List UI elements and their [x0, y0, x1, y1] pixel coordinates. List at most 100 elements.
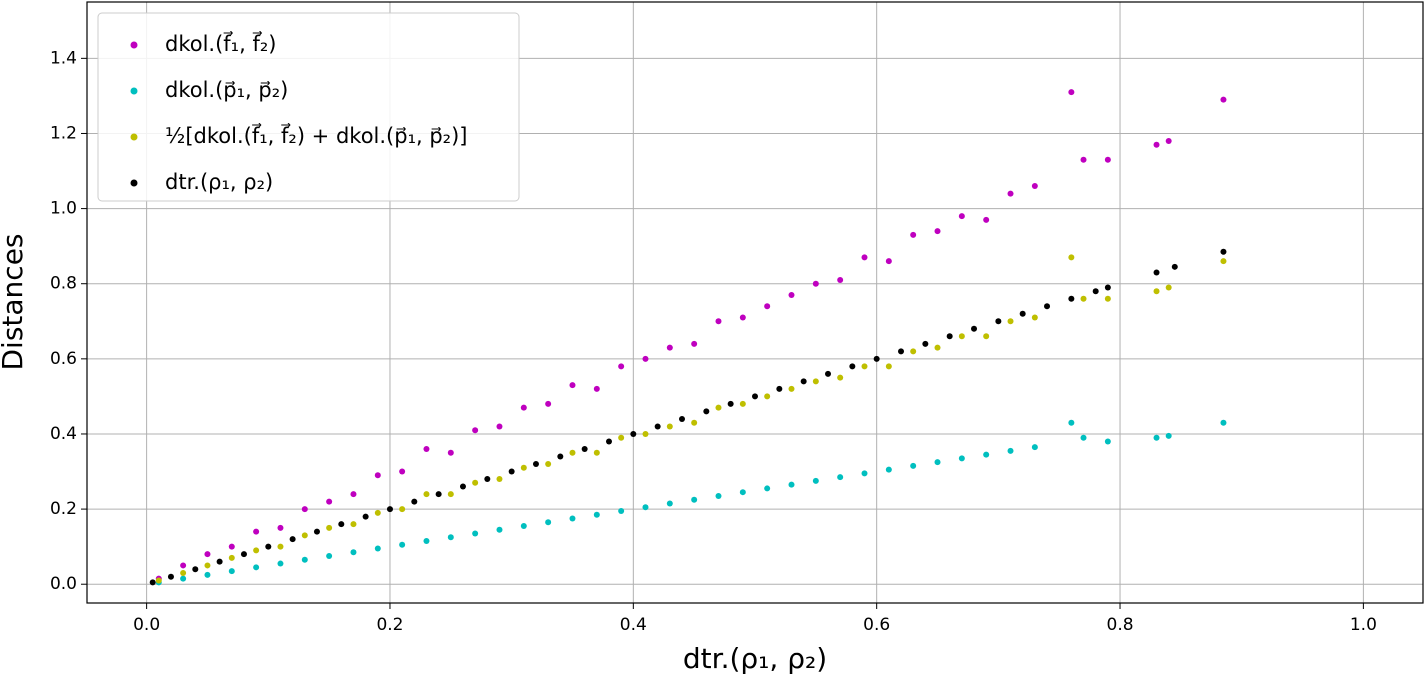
point: [593, 449, 600, 456]
point: [971, 325, 978, 332]
point: [764, 393, 771, 400]
point: [715, 492, 722, 499]
point: [1031, 183, 1038, 190]
point: [1080, 156, 1087, 163]
x-tick-label: 0.0: [133, 615, 160, 635]
point: [691, 496, 698, 503]
axes-frame: [86, 1, 1424, 604]
point: [1153, 141, 1160, 148]
y-tick-label: 0.6: [50, 349, 77, 369]
point: [399, 541, 406, 548]
legend: dkol.(f⃗₁, f⃗₂) dkol.(p⃗₁, p⃗₂) ½[dkol.(f⃗…: [97, 12, 520, 202]
point: [1220, 96, 1227, 103]
point: [1092, 288, 1099, 295]
point: [727, 400, 734, 407]
point: [934, 344, 941, 351]
point: [995, 318, 1002, 325]
point: [1104, 284, 1111, 291]
point: [861, 254, 868, 261]
point: [618, 434, 625, 441]
point: [1165, 284, 1172, 291]
point: [1068, 254, 1075, 261]
point: [216, 558, 223, 565]
point: [447, 449, 454, 456]
point: [399, 506, 406, 513]
point: [149, 579, 156, 586]
x-tick-label: 0.2: [376, 615, 403, 635]
y-tick-label: 0.0: [50, 574, 77, 594]
point: [958, 455, 965, 462]
grid: 0.0 0.2 0.4 0.6 0.8 1.0 0.0 0.2 0.4 0.6 0.8 1.0 1.2 1…: [50, 2, 1423, 635]
point: [642, 504, 649, 511]
y-tick-label: 1.0: [50, 199, 77, 219]
point: [423, 538, 430, 545]
point: [545, 400, 552, 407]
point: [837, 374, 844, 381]
point: [910, 231, 917, 238]
point: [520, 464, 527, 471]
legend-label: dkol.(f⃗₁, f⃗₂): [165, 31, 276, 56]
point: [508, 468, 515, 475]
y-tick-label: 0.4: [50, 424, 77, 444]
point: [545, 461, 552, 468]
point: [593, 385, 600, 392]
point: [423, 445, 430, 452]
point: [983, 333, 990, 340]
point: [496, 423, 503, 430]
point: [739, 400, 746, 407]
point: [472, 479, 479, 486]
point: [253, 564, 260, 571]
point: [520, 522, 527, 529]
point: [301, 506, 308, 513]
legend-marker: [130, 41, 138, 49]
point: [1220, 258, 1227, 265]
point: [764, 303, 771, 310]
point: [983, 451, 990, 458]
point: [289, 536, 296, 543]
point: [435, 491, 442, 498]
point: [204, 562, 211, 569]
point: [715, 404, 722, 411]
point: [180, 575, 187, 582]
point: [204, 571, 211, 578]
point: [277, 560, 284, 567]
point: [277, 524, 284, 531]
point: [338, 521, 345, 528]
legend-marker: [130, 133, 138, 141]
y-tick-label: 0.2: [50, 499, 77, 519]
point: [180, 569, 187, 576]
point: [1220, 248, 1227, 255]
point: [1104, 295, 1111, 302]
point: [374, 545, 381, 552]
point: [885, 466, 892, 473]
y-tick-label: 1.4: [50, 48, 77, 68]
point: [739, 489, 746, 496]
point: [1080, 434, 1087, 441]
point: [1031, 314, 1038, 321]
point: [240, 551, 247, 558]
point: [399, 468, 406, 475]
point: [557, 453, 564, 460]
point: [812, 280, 819, 287]
point: [180, 562, 187, 569]
point: [496, 476, 503, 483]
point: [301, 556, 308, 563]
point: [1068, 419, 1075, 426]
point: [958, 333, 965, 340]
y-tick-label: 0.8: [50, 274, 77, 294]
x-tick-label: 1.0: [1350, 615, 1377, 635]
point: [739, 314, 746, 321]
point: [423, 491, 430, 498]
point: [326, 553, 333, 560]
point: [155, 577, 162, 584]
point: [666, 423, 673, 430]
point: [1080, 295, 1087, 302]
point: [885, 258, 892, 265]
point: [849, 363, 856, 370]
legend-marker: [130, 179, 138, 187]
point: [885, 363, 892, 370]
point: [605, 438, 612, 445]
x-tick-label: 0.8: [1107, 615, 1134, 635]
point: [1007, 447, 1014, 454]
